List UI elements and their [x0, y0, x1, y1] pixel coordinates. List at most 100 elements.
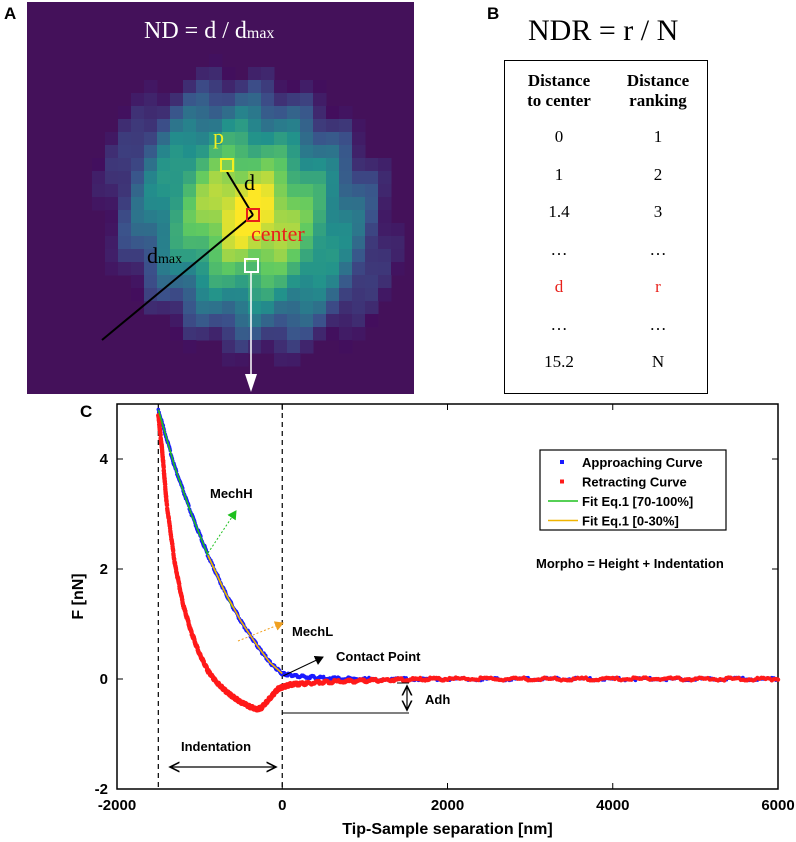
heatmap-pixel [261, 340, 275, 354]
heatmap-pixel [365, 249, 379, 263]
heatmap-pixel [222, 353, 236, 367]
heatmap-pixel [235, 340, 249, 354]
heatmap-pixel [248, 106, 262, 120]
heatmap-pixel [365, 301, 379, 315]
heatmap-pixel [209, 184, 223, 198]
header-distance-ranking: Distance ranking [626, 71, 690, 110]
data-point [170, 548, 176, 553]
heatmap-pixel [144, 119, 158, 133]
heatmap-pixel [274, 353, 288, 367]
heatmap-pixel [326, 171, 340, 185]
heatmap-pixel [235, 236, 249, 250]
heatmap-pixel [235, 262, 249, 276]
heatmap-pixel [352, 275, 366, 289]
heatmap-pixel [248, 249, 262, 263]
heatmap-pixel [378, 275, 392, 289]
table-cell-distance: 15.2 [544, 352, 574, 371]
heatmap-pixel [300, 288, 314, 302]
heatmap-pixel [365, 210, 379, 224]
heatmap-pixel [274, 340, 288, 354]
heatmap-pixel [287, 223, 301, 237]
heatmap-pixel [131, 275, 145, 289]
heatmap-pixel [287, 158, 301, 172]
heatmap-pixel [235, 119, 249, 133]
heatmap-pixel [287, 210, 301, 224]
heatmap-pixel [300, 327, 314, 341]
heatmap-pixel [261, 184, 275, 198]
heatmap-pixel [378, 223, 392, 237]
table-cell-distance: … [550, 314, 568, 334]
heatmap-pixel [339, 249, 353, 263]
heatmap-pixel [326, 249, 340, 263]
heatmap-pixel [365, 184, 379, 198]
heatmap-pixel [222, 80, 236, 94]
heatmap-pixel [209, 223, 223, 237]
heatmap-pixel [157, 236, 171, 250]
heatmap-pixel [170, 93, 184, 107]
heatmap-pixel [326, 236, 340, 250]
heatmap-pixel [274, 314, 288, 328]
heatmap-pixel [222, 262, 236, 276]
heatmap-pixel [261, 106, 275, 120]
heatmap-pixel [170, 301, 184, 315]
heatmap-pixel [118, 249, 132, 263]
heatmap-pixel [300, 132, 314, 146]
heatmap-pixel [352, 314, 366, 328]
heatmap-pixel [391, 262, 405, 276]
heatmap-pixel [352, 158, 366, 172]
heatmap-pixel [157, 210, 171, 224]
legend-entry: Approaching Curve [582, 455, 703, 470]
heatmap-pixel [222, 67, 236, 81]
data-point [775, 677, 781, 682]
heatmap-pixel [131, 288, 145, 302]
heatmap-pixel [131, 119, 145, 133]
heatmap-pixel [170, 223, 184, 237]
heatmap-pixel [183, 171, 197, 185]
x-tick-label: -2000 [98, 797, 136, 814]
heatmap-pixel [248, 288, 262, 302]
heatmap-pixel [261, 80, 275, 94]
heatmap-pixel [235, 275, 249, 289]
heatmap-pixel [378, 158, 392, 172]
heatmap-pixel [170, 236, 184, 250]
heatmap-pixel [313, 262, 327, 276]
heatmap-pixel [170, 158, 184, 172]
heatmap-pixel [209, 93, 223, 107]
heatmap-pixel [339, 171, 353, 185]
heatmap-pixel [196, 145, 210, 159]
heatmap-pixel [261, 93, 275, 107]
heatmap-pixel [235, 158, 249, 172]
heatmap-pixel [157, 184, 171, 198]
heatmap-pixel [196, 119, 210, 133]
heatmap-pixel [339, 327, 353, 341]
heatmap-pixel [235, 171, 249, 185]
heatmap-pixel [105, 236, 119, 250]
heatmap-pixel [339, 236, 353, 250]
heatmap-pixel [248, 171, 262, 185]
heatmap-pixel [170, 249, 184, 263]
heatmap-pixel [261, 197, 275, 211]
heatmap-pixel [222, 145, 236, 159]
heatmap-pixel [196, 327, 210, 341]
heatmap-pixel [365, 158, 379, 172]
heatmap-pixel [222, 106, 236, 120]
heatmap-pixel [235, 145, 249, 159]
heatmap-pixel [326, 132, 340, 146]
heatmap-pixel [105, 197, 119, 211]
heatmap-pixel [287, 262, 301, 276]
heatmap-pixel [300, 236, 314, 250]
heatmap-pixel [183, 275, 197, 289]
heatmap-pixel [352, 236, 366, 250]
heatmap-pixel [144, 262, 158, 276]
heatmap-pixel [144, 132, 158, 146]
heatmap-pixel [196, 93, 210, 107]
heatmap-pixel [183, 184, 197, 198]
series-3-fit-line [207, 554, 283, 675]
heatmap-pixel [196, 171, 210, 185]
heatmap-pixel [222, 288, 236, 302]
heatmap-pixel [183, 223, 197, 237]
heatmap-pixel [118, 106, 132, 120]
heatmap-pixel [313, 327, 327, 341]
heatmap-pixel [183, 132, 197, 146]
heatmap-pixel [183, 210, 197, 224]
